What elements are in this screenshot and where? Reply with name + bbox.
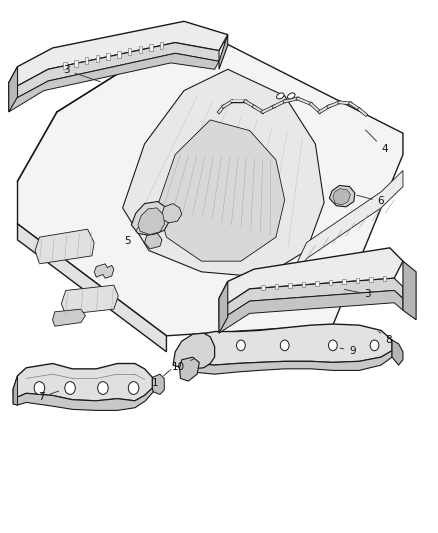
Text: 3: 3 [63,66,100,82]
Polygon shape [145,233,162,249]
Polygon shape [219,35,228,69]
Polygon shape [160,42,163,49]
Polygon shape [117,51,120,58]
Polygon shape [74,60,78,67]
Polygon shape [329,185,355,207]
Text: 4: 4 [365,130,388,154]
Circle shape [34,382,45,394]
Polygon shape [219,281,228,333]
Circle shape [237,340,245,351]
Polygon shape [149,44,153,51]
Polygon shape [383,276,386,281]
Polygon shape [123,69,324,277]
Text: 10: 10 [172,358,194,372]
Circle shape [370,340,379,351]
Polygon shape [95,55,99,62]
Polygon shape [35,229,94,264]
Text: 5: 5 [124,227,138,246]
Polygon shape [162,204,182,223]
Polygon shape [13,376,18,405]
Ellipse shape [287,93,295,99]
Polygon shape [342,279,346,284]
Polygon shape [403,261,416,320]
Polygon shape [18,27,403,336]
Polygon shape [61,285,118,314]
Polygon shape [131,201,171,236]
Polygon shape [275,284,278,289]
Text: 3: 3 [344,289,371,299]
Polygon shape [138,208,165,235]
Polygon shape [53,309,85,326]
Polygon shape [392,340,403,365]
Polygon shape [64,62,67,69]
Polygon shape [369,277,373,282]
Text: 6: 6 [357,195,385,206]
Polygon shape [298,171,403,277]
Ellipse shape [276,93,284,99]
Polygon shape [173,333,215,369]
Polygon shape [128,49,131,55]
Polygon shape [9,21,228,91]
Polygon shape [328,280,332,285]
Text: 8: 8 [379,332,392,345]
Polygon shape [288,283,292,288]
Polygon shape [333,189,350,205]
Polygon shape [9,53,219,112]
Polygon shape [180,357,199,381]
Polygon shape [106,53,110,60]
Polygon shape [315,281,319,286]
Text: 7: 7 [38,391,59,402]
Text: 9: 9 [340,346,356,356]
Text: 1: 1 [152,369,171,387]
Polygon shape [219,248,403,309]
Polygon shape [219,278,403,321]
Polygon shape [138,46,142,53]
Polygon shape [85,58,88,64]
Polygon shape [302,282,305,287]
Polygon shape [9,43,219,102]
Polygon shape [219,290,403,333]
Circle shape [128,382,139,394]
Circle shape [65,382,75,394]
Polygon shape [356,278,359,283]
Polygon shape [13,364,152,401]
Circle shape [280,340,289,351]
Polygon shape [152,374,164,394]
Polygon shape [94,264,114,278]
Polygon shape [13,388,153,410]
Polygon shape [261,285,265,290]
Polygon shape [18,224,166,352]
Circle shape [328,340,337,351]
Polygon shape [182,351,392,374]
Circle shape [98,382,108,394]
Polygon shape [175,324,392,365]
Polygon shape [9,67,18,112]
Polygon shape [158,120,285,261]
